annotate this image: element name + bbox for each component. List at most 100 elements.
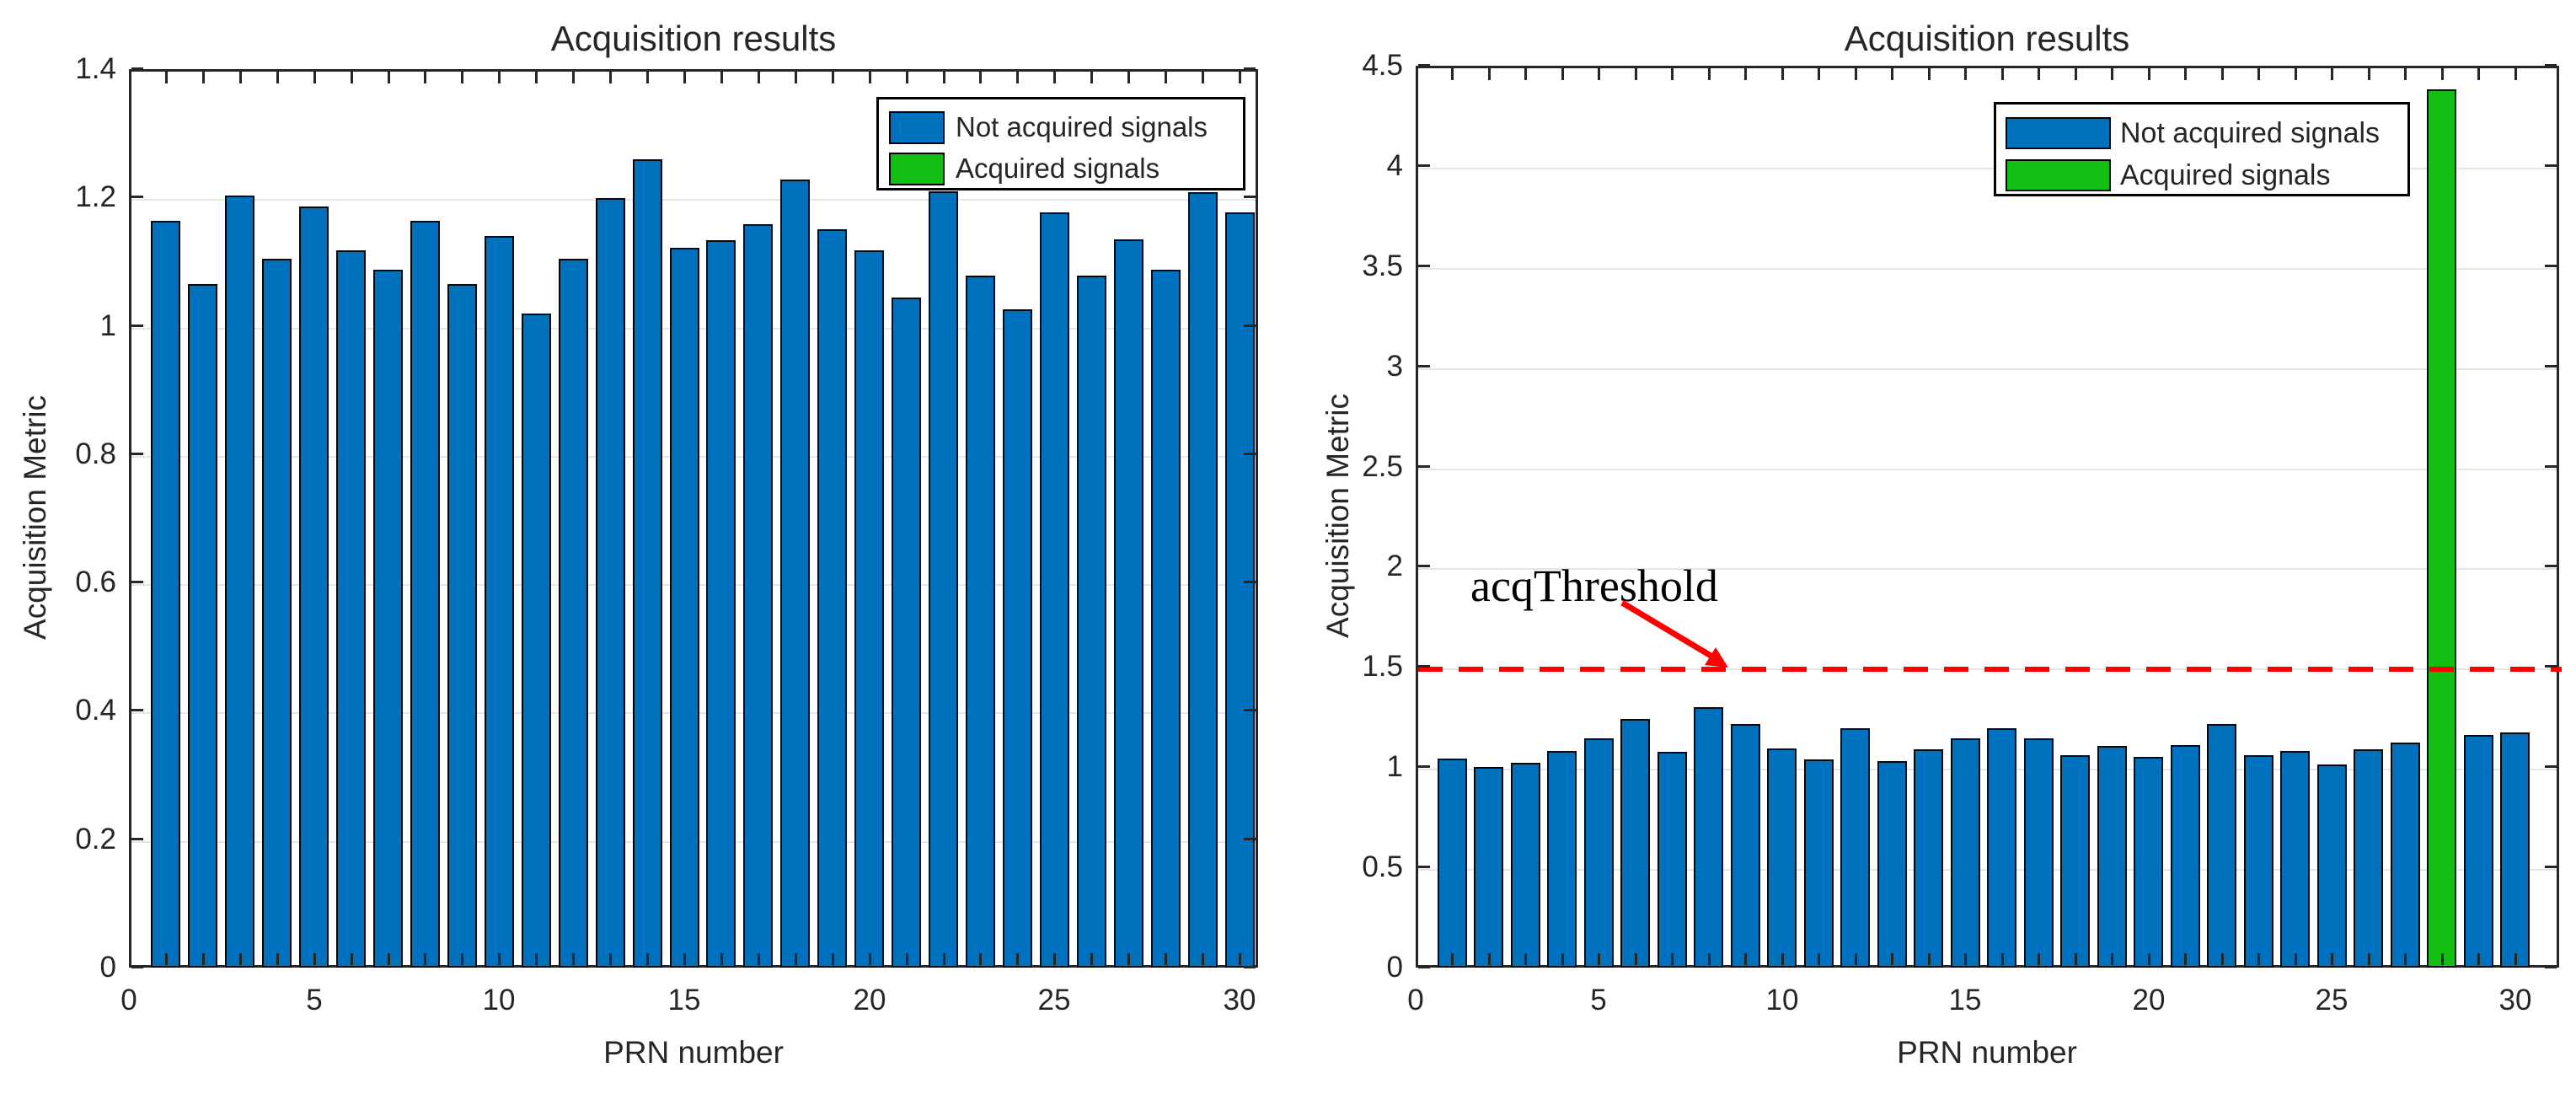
y-tick-right-4 xyxy=(2545,164,2557,167)
bar-prn-4 xyxy=(1547,751,1577,968)
x-tick-top-18 xyxy=(795,72,797,83)
y-tick-label-4: 4 xyxy=(1386,149,1403,182)
x-tick-label-20: 20 xyxy=(2132,984,2166,1016)
x-tick-top-4 xyxy=(276,72,279,83)
x-tick-label-5: 5 xyxy=(306,984,323,1016)
bar-prn-15 xyxy=(1951,738,1980,968)
bar-prn-14 xyxy=(633,159,662,968)
x-tick-bottom-8 xyxy=(424,953,426,965)
y-tick-left-2.5 xyxy=(1418,465,1430,468)
bar-prn-16 xyxy=(1987,728,2016,968)
x-tick-top-15 xyxy=(683,72,686,83)
x-tick-bottom-14 xyxy=(1928,953,1931,965)
bar-prn-7 xyxy=(373,270,403,968)
x-axis-label: PRN number xyxy=(1897,1035,2077,1070)
bar-prn-13 xyxy=(1877,761,1907,968)
x-axis-label: PRN number xyxy=(603,1035,784,1070)
x-tick-top-14 xyxy=(1928,68,1931,80)
x-tick-bottom-4 xyxy=(1561,953,1564,965)
x-tick-top-22 xyxy=(2221,68,2224,80)
x-tick-bottom-5 xyxy=(1598,953,1600,965)
x-tick-top-27 xyxy=(2404,68,2407,80)
bar-prn-25 xyxy=(1040,212,1069,968)
legend-swatch-blue xyxy=(2006,117,2111,149)
bar-prn-23 xyxy=(2244,755,2273,968)
legend-item-not-acquired: Not acquired signals xyxy=(2006,115,2380,152)
y-tick-label-1.4: 1.4 xyxy=(75,52,116,85)
x-tick-top-6 xyxy=(351,72,353,83)
x-tick-bottom-26 xyxy=(2368,953,2370,965)
x-tick-bottom-11 xyxy=(1818,953,1820,965)
bar-prn-22 xyxy=(929,191,958,968)
y-tick-left-0.4 xyxy=(131,709,143,711)
x-tick-top-14 xyxy=(646,72,649,83)
bar-prn-18 xyxy=(780,180,810,968)
threshold-annotation-text: acqThreshold xyxy=(1470,561,1718,611)
x-tick-label-25: 25 xyxy=(2315,984,2348,1016)
x-tick-top-2 xyxy=(202,72,205,83)
bar-prn-29 xyxy=(2464,735,2493,968)
bar-prn-21 xyxy=(892,298,921,968)
y-tick-right-2.5 xyxy=(2545,465,2557,468)
bar-prn-26 xyxy=(1077,276,1106,968)
x-tick-top-22 xyxy=(943,72,945,83)
x-tick-top-15 xyxy=(1964,68,1967,80)
x-tick-bottom-22 xyxy=(2221,953,2224,965)
x-tick-label-30: 30 xyxy=(1223,984,1256,1016)
x-tick-bottom-13 xyxy=(609,953,612,965)
x-tick-top-28 xyxy=(1165,72,1167,83)
bar-prn-2 xyxy=(1474,767,1503,968)
bar-prn-24 xyxy=(1003,309,1032,968)
x-tick-label-25: 25 xyxy=(1037,984,1071,1016)
x-tick-bottom-23 xyxy=(2257,953,2260,965)
y-tick-right-1 xyxy=(2545,765,2557,768)
bar-prn-9 xyxy=(447,284,477,968)
y-tick-label-0: 0 xyxy=(1386,951,1403,984)
x-tick-top-19 xyxy=(2111,68,2113,80)
bar-prn-17 xyxy=(2024,738,2054,968)
bar-prn-29 xyxy=(1188,192,1218,968)
bar-prn-5 xyxy=(299,207,329,968)
x-tick-top-30 xyxy=(2514,68,2517,80)
x-tick-bottom-27 xyxy=(1127,953,1130,965)
x-tick-bottom-25 xyxy=(2331,953,2333,965)
y-tick-left-0.5 xyxy=(1418,866,1430,868)
x-tick-label-15: 15 xyxy=(667,984,701,1016)
x-tick-top-1 xyxy=(1451,68,1454,80)
x-tick-bottom-3 xyxy=(239,953,242,965)
x-tick-bottom-7 xyxy=(1671,953,1674,965)
x-tick-bottom-2 xyxy=(202,953,205,965)
bar-prn-23 xyxy=(966,276,995,968)
x-tick-label-0: 0 xyxy=(1407,984,1424,1016)
x-tick-top-12 xyxy=(1855,68,1857,80)
legend-swatch-green xyxy=(889,152,945,185)
y-tick-right-0.8 xyxy=(1244,453,1256,455)
y-tick-right-1.2 xyxy=(1244,196,1256,198)
y-tick-label-2: 2 xyxy=(1386,550,1403,582)
y-tick-left-1 xyxy=(131,325,143,327)
bar-prn-6 xyxy=(336,250,366,968)
bar-prn-5 xyxy=(1584,738,1614,968)
bar-prn-1 xyxy=(151,221,180,968)
y-tick-right-0.2 xyxy=(1244,838,1256,840)
y-tick-right-0.6 xyxy=(1244,581,1256,583)
x-tick-top-16 xyxy=(720,72,723,83)
gridline-y-3.5 xyxy=(1418,268,2557,270)
bar-prn-20 xyxy=(2134,757,2163,968)
bar-prn-18 xyxy=(2060,755,2090,968)
bar-prn-6 xyxy=(1620,719,1650,968)
x-tick-top-21 xyxy=(2184,68,2187,80)
bar-prn-12 xyxy=(559,259,588,968)
y-tick-left-0.6 xyxy=(131,581,143,583)
x-tick-bottom-8 xyxy=(1708,953,1711,965)
bar-prn-7 xyxy=(1658,752,1687,968)
x-tick-bottom-3 xyxy=(1524,953,1527,965)
plot-area xyxy=(1416,66,2562,968)
bar-prn-3 xyxy=(1511,763,1540,968)
x-tick-bottom-15 xyxy=(683,953,686,965)
x-tick-top-5 xyxy=(313,72,316,83)
y-tick-left-4.5 xyxy=(1418,64,1430,67)
x-tick-top-29 xyxy=(1202,72,1204,83)
